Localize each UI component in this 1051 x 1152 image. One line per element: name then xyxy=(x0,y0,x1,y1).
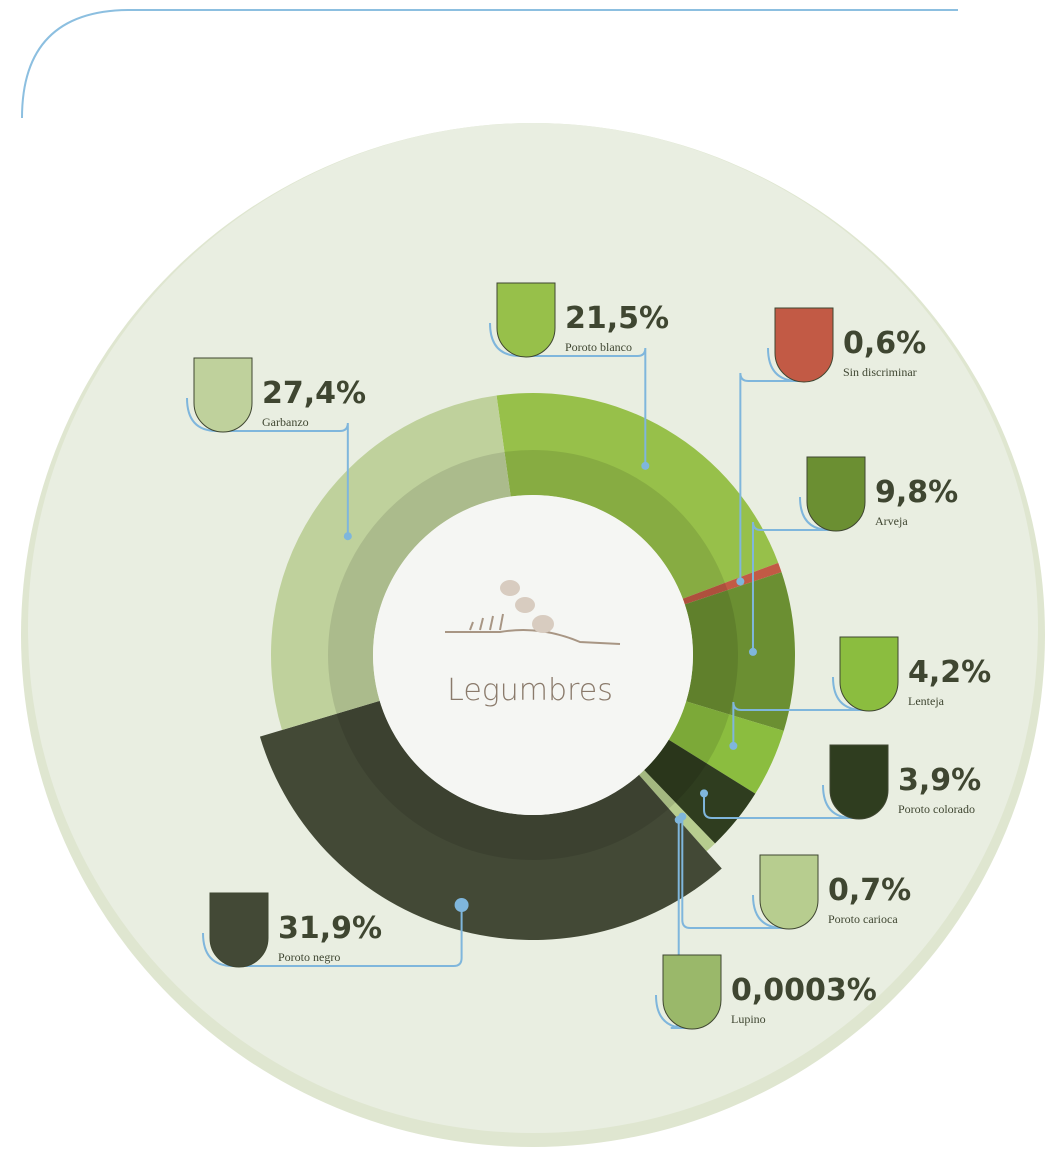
leader-line xyxy=(703,784,854,819)
anchor-dot xyxy=(729,741,738,750)
category-label: Lupino xyxy=(731,1012,766,1026)
slice-inner xyxy=(504,450,725,599)
leader-line xyxy=(751,496,831,652)
category-label: Poroto colorado xyxy=(898,802,975,816)
center-label: Legumbres xyxy=(447,673,613,708)
category-label: Poroto negro xyxy=(278,950,340,964)
slice xyxy=(259,700,722,941)
slice xyxy=(638,770,716,852)
value-label: 0,7% xyxy=(828,873,911,908)
leader-line xyxy=(489,322,647,466)
value-label: 21,5% xyxy=(565,301,669,336)
anchor-dot xyxy=(748,647,757,656)
icon xyxy=(193,357,253,433)
category-label: Arveja xyxy=(875,514,908,528)
category-label: Lenteja xyxy=(908,694,945,708)
slice-inner xyxy=(336,700,669,861)
category-label: Garbanzo xyxy=(262,415,309,429)
anchor-dot xyxy=(700,789,709,798)
icon xyxy=(662,954,722,1030)
anchor-dot xyxy=(674,815,683,824)
icon xyxy=(829,744,889,820)
top-decoration xyxy=(21,9,958,119)
value-label: 31,9% xyxy=(278,911,382,946)
slice xyxy=(496,393,779,599)
slice-inner xyxy=(328,451,511,714)
slice-inner xyxy=(638,770,676,809)
category-label: Sin discriminar xyxy=(843,365,917,379)
value-label: 0,0003% xyxy=(731,973,877,1008)
leader-line xyxy=(202,905,463,967)
anchor-dot xyxy=(736,577,745,586)
icon xyxy=(806,456,866,532)
slice xyxy=(682,562,782,605)
icon xyxy=(759,854,819,930)
value-label: 3,9% xyxy=(898,763,981,798)
value-label: 9,8% xyxy=(875,475,958,510)
slice xyxy=(638,774,707,852)
icon xyxy=(774,307,834,383)
leader-line xyxy=(732,676,864,746)
leader-line xyxy=(681,816,784,929)
slice xyxy=(270,395,511,731)
anchor-dot xyxy=(343,532,352,541)
value-label: 0,6% xyxy=(843,326,926,361)
slice-inner xyxy=(668,701,730,764)
center-circle xyxy=(373,495,693,815)
icon xyxy=(496,282,556,358)
value-label: 4,2% xyxy=(908,655,991,690)
slice xyxy=(684,572,795,731)
slice-inner xyxy=(644,739,707,803)
icon xyxy=(839,636,899,712)
anchor-dot xyxy=(641,461,650,470)
icon xyxy=(209,892,269,968)
value-label: 27,4% xyxy=(262,376,366,411)
slice-inner xyxy=(682,582,728,605)
leader-line xyxy=(186,397,349,537)
slice xyxy=(668,701,784,794)
slice-inner xyxy=(684,590,738,715)
slice-inner xyxy=(638,774,669,809)
category-label: Poroto blanco xyxy=(565,340,632,354)
leader-line xyxy=(739,347,799,582)
category-label: Poroto carioca xyxy=(828,912,898,926)
center-icon xyxy=(445,580,621,645)
anchor-dot xyxy=(454,898,469,913)
